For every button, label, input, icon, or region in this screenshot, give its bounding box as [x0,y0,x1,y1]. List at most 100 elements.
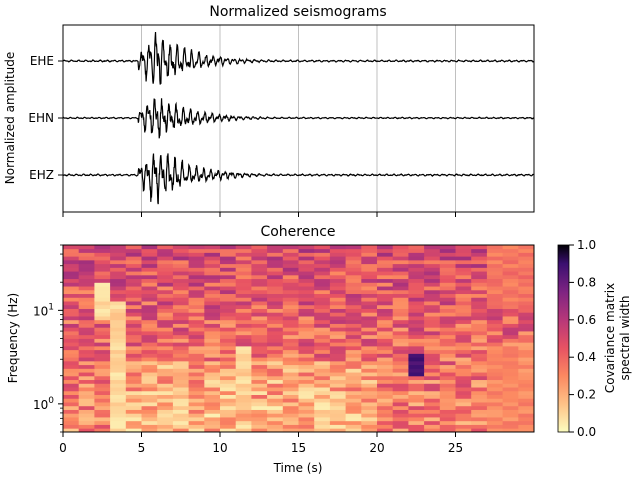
coherence-x-tick-label: 10 [212,441,227,455]
coherence-x-ticks: 0 5 10 15 20 25 [59,432,463,455]
heatmap-cell [361,248,378,253]
heatmap-cell [424,342,441,347]
heatmap-cell [110,293,127,298]
heatmap-cell [267,319,284,324]
heatmap-cell [220,353,237,358]
heatmap-cell [188,417,205,422]
heatmap-cell [63,252,80,257]
heatmap-cell [63,304,80,309]
heatmap-cell [267,293,284,298]
heatmap-cell [486,364,503,369]
heatmap-cell [314,424,331,429]
heatmap-cell [267,308,284,313]
heatmap-cell [141,301,158,306]
heatmap-cell [455,319,472,324]
heatmap-cell [486,357,503,362]
heatmap-cell [345,349,362,354]
seismogram-title: Normalized seismograms [209,4,386,20]
heatmap-cell [518,353,535,358]
heatmap-cell [408,271,425,276]
heatmap-cell [267,372,284,377]
heatmap-cell [157,417,174,422]
heatmap-cell [78,263,95,268]
heatmap-cell [408,278,425,283]
heatmap-cell [267,256,284,261]
heatmap-cell [235,319,252,324]
heatmap-cell [377,256,394,261]
heatmap-cell [63,312,80,317]
heatmap-cell [345,271,362,276]
heatmap-cell [329,357,346,362]
heatmap-cell [220,372,237,377]
heatmap-cell [408,263,425,268]
heatmap-cell [251,372,268,377]
heatmap-cell [110,383,127,388]
heatmap-cell [486,245,503,250]
heatmap-cell [110,420,127,425]
heatmap-cell [408,316,425,321]
heatmap-cell [455,360,472,366]
heatmap-cell [282,334,299,339]
heatmap-cell [282,248,299,253]
heatmap-cell [282,312,299,317]
heatmap-cell [267,379,284,384]
heatmap-cell [377,316,394,321]
heatmap-cell [518,413,535,418]
heatmap-cell [110,349,127,354]
heatmap-cell [298,405,315,410]
heatmap-cell [345,405,362,410]
heatmap-cell [125,293,142,298]
heatmap-cell [251,312,268,317]
heatmap-cell [298,259,315,265]
heatmap-cell [502,286,519,291]
heatmap-cell [78,274,95,280]
heatmap-cell [471,409,488,414]
heatmap-cell [471,331,488,336]
heatmap-cell [471,338,488,343]
heatmap-cell [329,316,346,321]
heatmap-cell [204,274,221,280]
heatmap-cell [110,248,127,253]
heatmap-cell [361,263,378,268]
heatmap-cell [94,409,111,414]
heatmap-cell [220,327,237,332]
heatmap-cell [361,357,378,362]
heatmap-cell [110,297,127,302]
heatmap-cell [235,417,252,422]
heatmap-cell [314,420,331,425]
heatmap-cell [298,271,315,276]
heatmap-cell [329,364,346,369]
heatmap-cell [455,312,472,317]
heatmap-cell [94,334,111,339]
heatmap-cell [361,353,378,358]
coherence-x-tick-label: 20 [369,441,384,455]
heatmap-cell [408,252,425,257]
heatmap-cell [314,383,331,388]
heatmap-cell [78,245,95,250]
heatmap-cell [486,342,503,347]
heatmap-cell [518,424,535,429]
heatmap-cell [157,256,174,261]
heatmap-cell [408,372,425,377]
heatmap-cell [518,297,535,302]
heatmap-cell [220,331,237,336]
heatmap-cell [455,259,472,265]
heatmap-cell [141,345,158,351]
heatmap-cell [94,323,111,328]
heatmap-cell [125,417,142,422]
heatmap-cell [172,274,189,280]
heatmap-cell [518,252,535,257]
heatmap-cell [172,372,189,377]
heatmap-cell [267,334,284,339]
heatmap-cell [298,353,315,358]
heatmap-cell [125,304,142,309]
heatmap-cell [486,424,503,429]
heatmap-cell [377,375,394,381]
heatmap-cell [235,420,252,425]
heatmap-cell [204,420,221,425]
heatmap-cell [172,379,189,384]
heatmap-cell [157,405,174,410]
heatmap-cell [63,282,80,287]
heatmap-cell [63,248,80,253]
heatmap-cell [471,364,488,369]
